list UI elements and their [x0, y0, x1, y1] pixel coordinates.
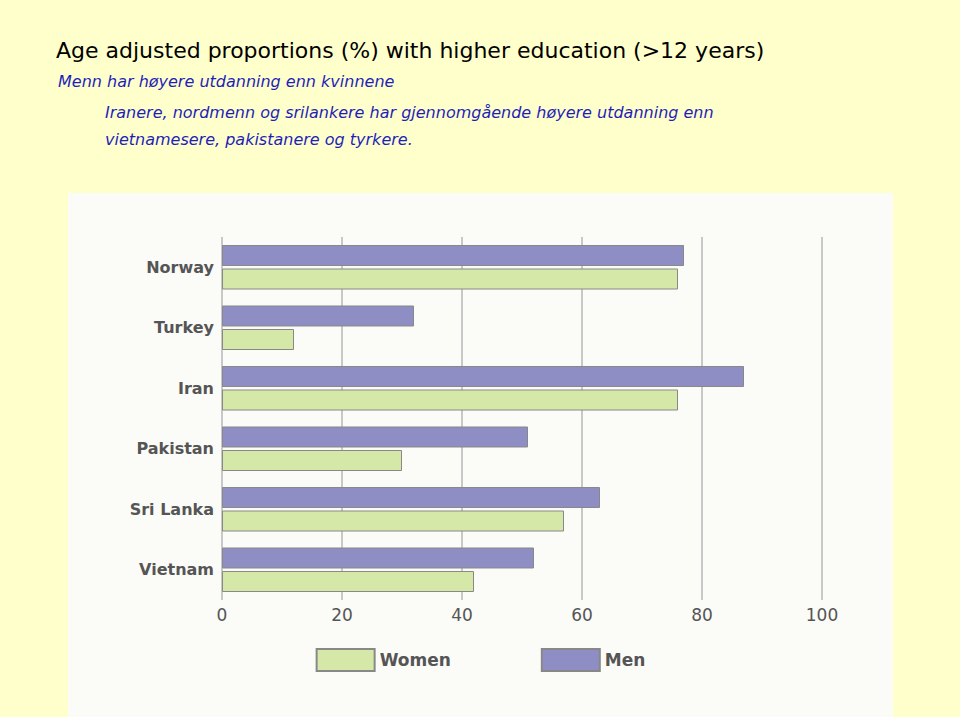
html-text:Menn har høyere utdanning enn: Menn har høyere utdanning enn kvinnene	[58, 72, 395, 91]
svg-text:Men: Men	[605, 650, 646, 670]
svg-text:Pakistan: Pakistan	[136, 439, 214, 458]
svg-text:Sri Lanka: Sri Lanka	[130, 500, 214, 519]
svg-text:80: 80	[691, 605, 713, 625]
svg-text:Iran: Iran	[178, 379, 214, 398]
html-text:Age adjusted proportions (%) w: Age adjusted proportions (%) with higher…	[56, 38, 765, 63]
html-text:Iranere, nordmenn og srilanker: Iranere, nordmenn og srilankere har gjen…	[105, 103, 714, 149]
svg-text:60: 60	[571, 605, 593, 625]
svg-text:Turkey: Turkey	[154, 318, 215, 337]
svg-text:100: 100	[806, 605, 838, 625]
svg-text:0: 0	[217, 605, 228, 625]
svg-text:40: 40	[451, 605, 473, 625]
svg-text:Norway: Norway	[146, 258, 214, 277]
svg-text:20: 20	[331, 605, 353, 625]
svg-text:Women: Women	[380, 650, 451, 670]
svg-text:Vietnam: Vietnam	[139, 560, 214, 579]
